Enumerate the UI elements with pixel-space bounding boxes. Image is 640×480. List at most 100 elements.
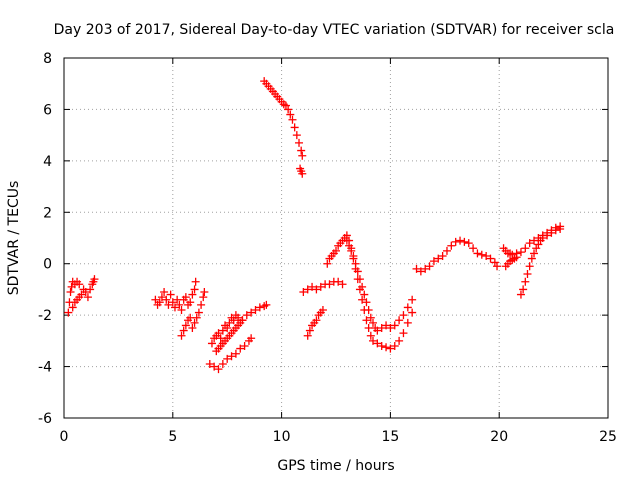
data-point [403, 303, 412, 312]
data-point [190, 318, 199, 327]
data-point [482, 252, 491, 260]
data-point [523, 270, 532, 278]
data-point [512, 253, 521, 262]
data-point [207, 339, 216, 348]
data-point [316, 282, 325, 291]
data-point [68, 303, 77, 312]
series-track-n [342, 231, 417, 353]
data-point [231, 349, 240, 358]
y-tick-label: -4 [38, 360, 52, 376]
data-point [181, 293, 190, 302]
data-point [298, 151, 307, 160]
data-point [334, 277, 343, 286]
series-track-r [516, 225, 565, 299]
data-point [416, 267, 425, 276]
data-point [290, 123, 299, 132]
data-point [190, 285, 199, 294]
data-point [451, 237, 460, 246]
data-point [312, 285, 321, 294]
x-tick-label: 15 [381, 429, 399, 445]
data-point [538, 234, 547, 242]
data-point [434, 254, 443, 263]
series-track-a [64, 277, 84, 317]
data-point [521, 244, 530, 253]
data-point [191, 277, 200, 286]
data-point [373, 326, 382, 335]
data-point [86, 285, 95, 294]
series-track-e [177, 288, 209, 340]
data-point [297, 146, 306, 155]
data-point [399, 311, 408, 320]
data-point [75, 280, 84, 289]
data-point [177, 331, 186, 340]
data-point [390, 342, 399, 350]
data-point [251, 306, 260, 314]
data-point [429, 257, 438, 266]
data-point [364, 324, 373, 332]
series-track-j [296, 164, 307, 178]
data-point [395, 336, 404, 345]
data-point [200, 288, 209, 296]
data-point [358, 295, 367, 304]
data-point [188, 324, 197, 332]
data-point [425, 262, 434, 271]
data-points [64, 77, 565, 374]
data-point [205, 360, 214, 368]
y-tick-label: -2 [38, 308, 52, 324]
y-tick-label: 4 [43, 154, 52, 170]
data-point [377, 342, 386, 350]
data-point [236, 344, 245, 353]
data-point [170, 303, 179, 312]
series-track-h [205, 334, 256, 374]
data-point [525, 239, 534, 248]
data-point [325, 280, 334, 289]
x-axis-label: GPS time / hours [277, 458, 394, 474]
data-point [386, 324, 395, 332]
data-point [351, 264, 360, 273]
y-tick-label: 2 [43, 205, 52, 221]
data-point [214, 329, 223, 338]
x-tick-label: 0 [60, 429, 69, 445]
data-point [456, 236, 465, 245]
data-point [210, 362, 219, 371]
series-track-l [303, 306, 327, 340]
data-point [355, 285, 364, 294]
data-point [360, 306, 369, 314]
data-point [516, 290, 525, 299]
data-point [247, 334, 256, 343]
data-point [408, 308, 417, 317]
data-point [157, 293, 166, 302]
data-point [66, 288, 75, 296]
data-point [373, 339, 382, 348]
data-point [368, 318, 377, 327]
data-point [225, 318, 234, 327]
data-point [543, 231, 552, 240]
data-point [362, 316, 371, 325]
data-point [168, 298, 177, 307]
data-point [242, 311, 251, 320]
data-point [486, 254, 495, 263]
data-point [223, 354, 232, 363]
x-tick-label: 25 [599, 429, 617, 445]
data-point [318, 306, 327, 314]
data-point [403, 318, 412, 327]
data-point [240, 342, 249, 350]
data-point [368, 336, 377, 345]
data-point [345, 236, 354, 245]
data-point [377, 324, 386, 332]
data-point [218, 360, 227, 368]
data-point [527, 254, 536, 263]
data-point [323, 259, 332, 268]
data-point [551, 226, 560, 235]
data-point [64, 308, 73, 317]
data-point [530, 249, 539, 258]
data-point [155, 298, 164, 307]
data-point [362, 298, 371, 307]
data-point [262, 300, 271, 309]
data-point [353, 275, 362, 284]
data-point [382, 321, 391, 330]
series-track-q [501, 253, 521, 271]
data-point [438, 252, 447, 260]
data-point [412, 264, 421, 273]
